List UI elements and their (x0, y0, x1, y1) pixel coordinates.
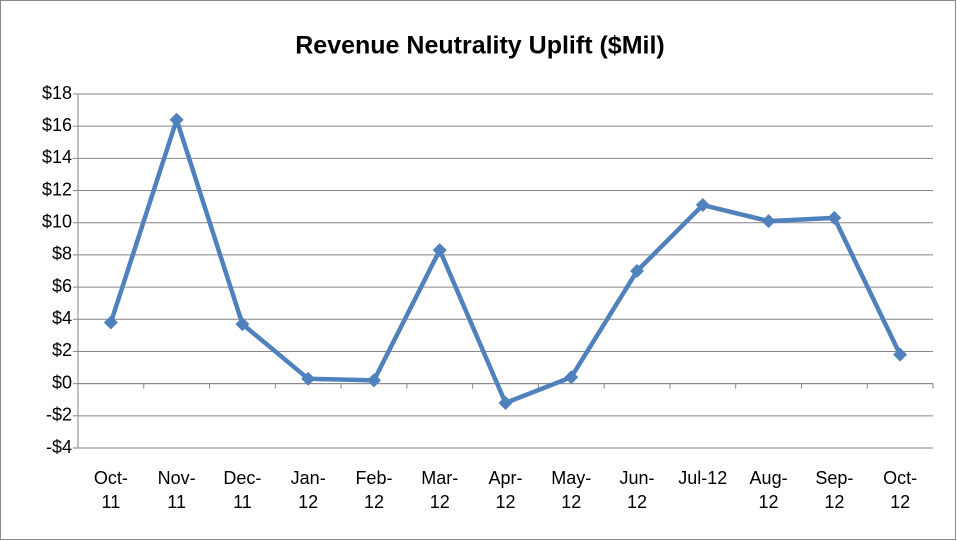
y-tick-label: -$4 (46, 437, 72, 457)
chart-title: Revenue Neutrality Uplift ($Mil) (295, 32, 665, 60)
y-tick-label: $16 (42, 115, 72, 135)
marker (761, 214, 776, 229)
x-tick-label: Dec-11 (223, 468, 262, 512)
marker (235, 317, 250, 332)
marker (366, 373, 381, 388)
x-tick-label: Nov-11 (157, 468, 196, 512)
x-tick-label: Jan-12 (290, 468, 326, 512)
y-tick-label: $14 (42, 147, 72, 167)
marker (169, 112, 184, 127)
marker (103, 315, 118, 330)
y-tick-label: $0 (52, 372, 72, 392)
y-tick-label: $12 (42, 179, 72, 199)
x-tick-label: Jun-12 (619, 468, 655, 512)
y-tick-label: -$2 (46, 405, 72, 425)
marker (695, 198, 710, 213)
y-tick-label: $10 (42, 211, 72, 231)
x-tick-label: Jul-12 (678, 468, 728, 488)
x-tick-label: Oct-11 (93, 468, 128, 512)
y-tick-label: $6 (52, 276, 72, 296)
marker (564, 370, 579, 385)
marker (893, 347, 908, 362)
x-tick-label: Aug-12 (749, 468, 788, 512)
x-tick-label: Mar-12 (421, 468, 459, 512)
marker (301, 371, 316, 386)
marker (498, 395, 513, 410)
y-tick-label: $18 (42, 83, 72, 103)
x-tick-label: Sep-12 (815, 468, 854, 512)
x-tick-label: Oct-12 (883, 468, 918, 512)
marker (827, 210, 842, 225)
marker (630, 264, 645, 278)
y-tick-label: $4 (52, 308, 72, 328)
x-tick-label: May-12 (551, 468, 592, 512)
x-tick-label: Feb-12 (355, 468, 393, 512)
x-tick-label: Apr-12 (488, 468, 523, 512)
y-tick-label: $8 (52, 244, 72, 264)
marker (432, 243, 447, 258)
y-tick-label: $2 (52, 340, 72, 360)
